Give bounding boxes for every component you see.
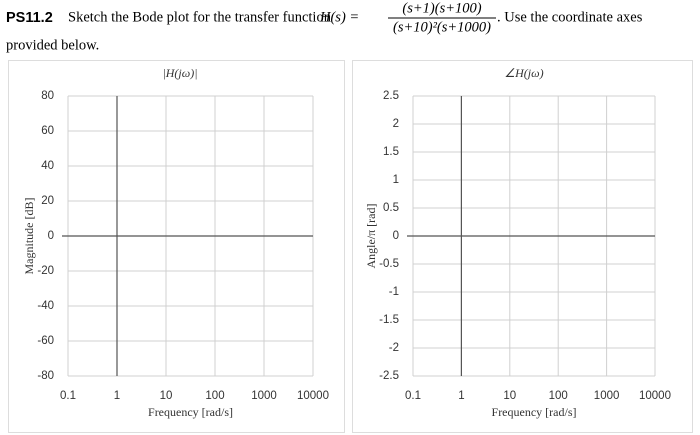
x-tick-label: 1000	[251, 390, 277, 402]
y-tick-label: -80	[37, 370, 54, 382]
x-axis-label: Frequency [rad/s]	[148, 405, 233, 419]
problem-text-after: . Use the coordinate axes	[497, 9, 643, 25]
problem-label: PS11.2	[6, 10, 53, 26]
y-tick-label: 80	[41, 90, 54, 102]
y-tick-label: -2.5	[379, 370, 399, 382]
x-tick-label: 100	[205, 390, 224, 402]
x-axis-label: Frequency [rad/s]	[492, 405, 577, 419]
x-tick-label: 100	[549, 390, 568, 402]
y-tick-label: -1.5	[379, 314, 399, 326]
panel	[352, 60, 693, 433]
x-tick-label: 10	[160, 390, 173, 402]
y-axis-label: Angle/π [rad]	[364, 203, 378, 268]
x-tick-label: 10	[503, 390, 516, 402]
x-tick-label: 1000	[594, 390, 620, 402]
y-tick-label: 1	[393, 174, 399, 186]
chart-title: |H(jω)|	[162, 66, 197, 80]
problem-text: Sketch the Bode plot for the transfer fu…	[68, 9, 332, 25]
x-tick-label: 1	[114, 390, 120, 402]
x-tick-label: 10000	[297, 390, 329, 402]
y-tick-label: -20	[37, 265, 54, 277]
y-tick-label: -1	[389, 286, 399, 298]
x-tick-label: 10000	[639, 390, 671, 402]
x-tick-label: 0.1	[405, 390, 421, 402]
y-tick-label: -2	[389, 342, 399, 354]
y-tick-label: 20	[41, 195, 54, 207]
y-tick-label: 2.5	[383, 90, 399, 102]
chart-title: ∠H(jω)	[504, 66, 543, 80]
numerator: (s+1)(s+100)	[402, 0, 481, 16]
x-tick-label: 0.1	[60, 390, 76, 402]
formula-lhs: H(s) =	[319, 9, 359, 25]
y-tick-label: 0	[48, 230, 54, 242]
y-tick-label: 2	[393, 118, 399, 130]
y-axis-label: Magnitude [dB]	[22, 198, 36, 275]
y-tick-label: 0	[393, 230, 399, 242]
y-tick-label: -40	[37, 300, 54, 312]
y-tick-label: -60	[37, 335, 54, 347]
panel	[8, 60, 345, 433]
y-tick-label: 40	[41, 160, 54, 172]
problem-text-line2: provided below.	[6, 37, 99, 53]
x-tick-label: 1	[458, 390, 464, 402]
y-tick-label: 60	[41, 125, 54, 137]
denominator: (s+10)²(s+1000)	[393, 19, 491, 35]
y-tick-label: -0.5	[379, 258, 399, 270]
y-tick-label: 1.5	[383, 146, 399, 158]
y-tick-label: 0.5	[383, 202, 399, 214]
